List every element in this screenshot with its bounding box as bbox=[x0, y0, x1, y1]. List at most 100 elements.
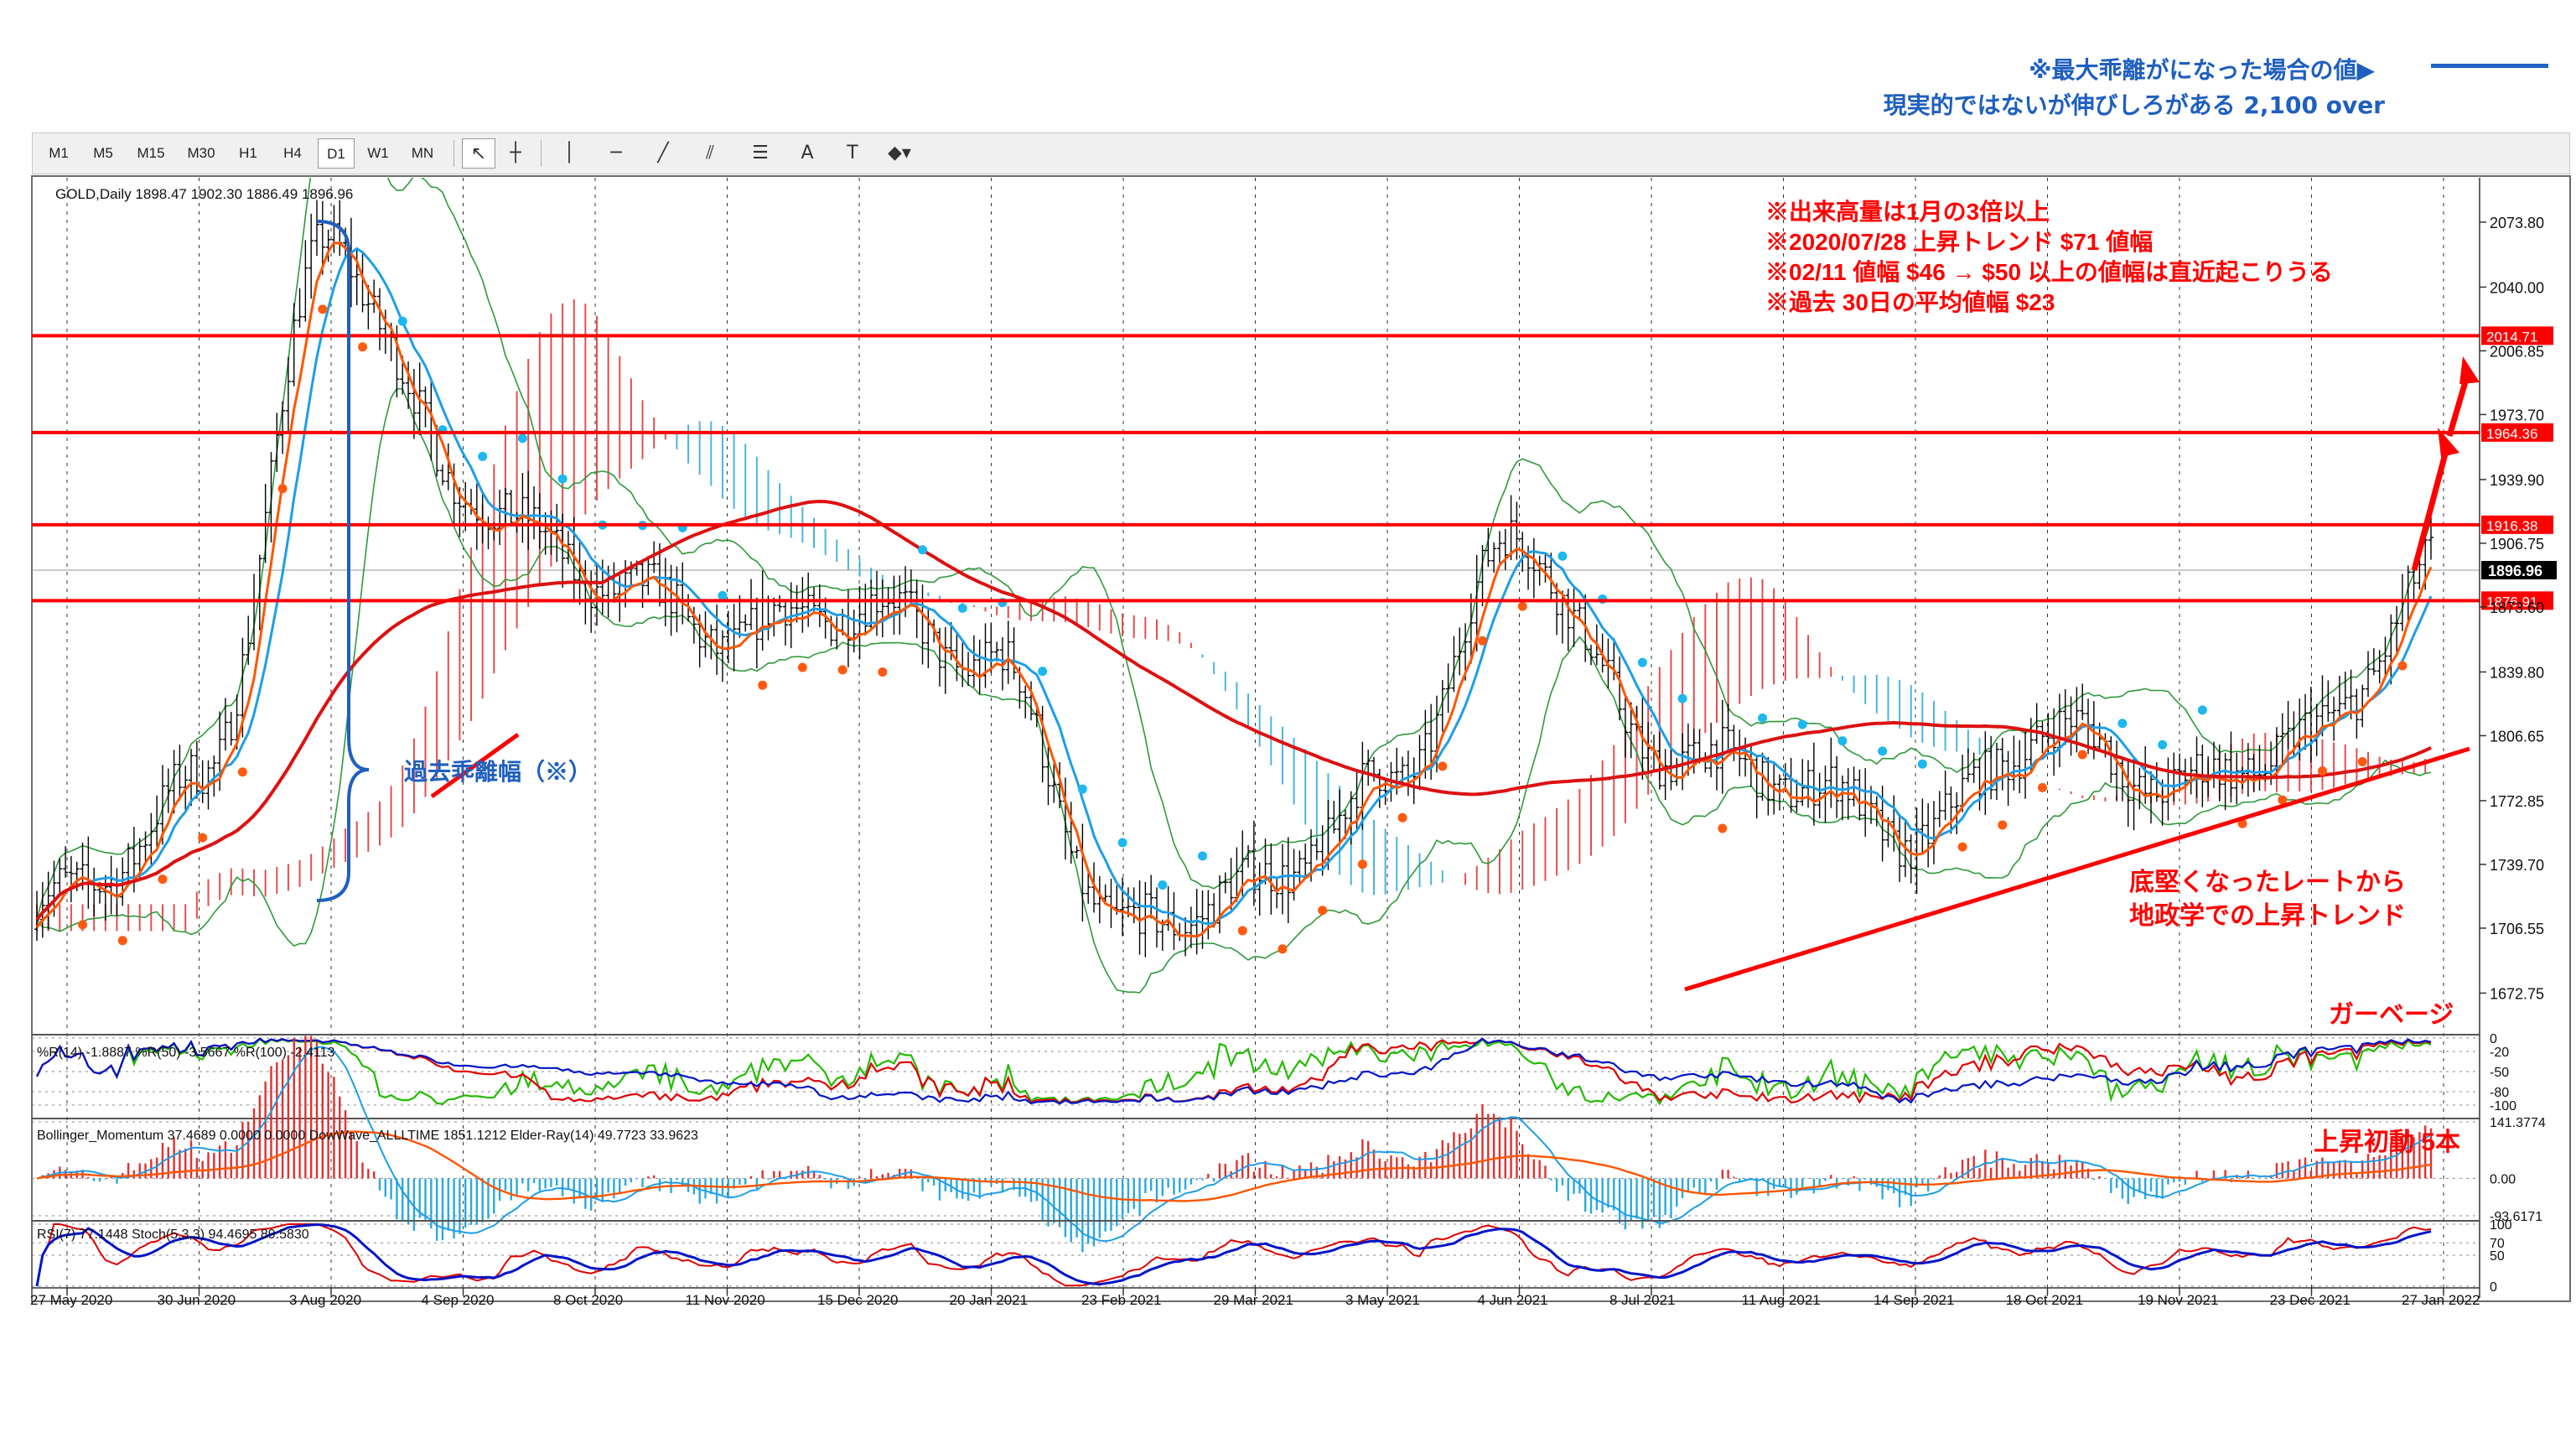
psar-dot-orange bbox=[758, 680, 768, 690]
psar-dot-orange bbox=[1998, 820, 2008, 830]
momentum-dow-wave bbox=[36, 1130, 2432, 1202]
legend-line-blue bbox=[2431, 64, 2548, 68]
candlesticks bbox=[34, 200, 2433, 958]
price-tick-label: 1873.60 bbox=[2490, 600, 2544, 616]
psar-dot-orange bbox=[2317, 766, 2327, 776]
psar-dot-orange bbox=[2397, 661, 2408, 671]
psar-dot-orange bbox=[2077, 750, 2087, 760]
timeframe-mn[interactable]: MN bbox=[411, 145, 434, 161]
rise-start-label: 上昇初動 5本 bbox=[2314, 1129, 2460, 1156]
date-tick-label: 3 Aug 2020 bbox=[289, 1292, 361, 1308]
psar-dot-blue bbox=[438, 425, 448, 435]
psar-dot-orange bbox=[358, 342, 368, 352]
timeframe-w1[interactable]: W1 bbox=[367, 145, 389, 161]
psar-dot-orange bbox=[1957, 842, 1967, 852]
wpr-line-100 bbox=[36, 1037, 2432, 1105]
ichimoku-cloud bbox=[36, 299, 2427, 932]
psar-dot-blue bbox=[638, 521, 648, 531]
garbage-label: ガーベージ bbox=[2329, 1001, 2454, 1029]
wpr-header: %R(14) -1.8887 %R(50) -3.5667 %R(100) -2… bbox=[37, 1046, 335, 1060]
psar-dot-blue bbox=[2197, 705, 2207, 715]
note-volume: ※出来高量は1月の3倍以上 bbox=[1765, 198, 2050, 225]
psar-dot-orange bbox=[1237, 926, 1247, 936]
panel-tick-label: -20 bbox=[2490, 1046, 2509, 1060]
psar-dot-blue bbox=[1878, 746, 1888, 756]
price-tick-label: 2073.80 bbox=[2490, 215, 2544, 231]
horizontal-line-icon[interactable]: ─ bbox=[610, 143, 622, 164]
timeframe-h1[interactable]: H1 bbox=[239, 145, 257, 161]
stoch-line bbox=[35, 1222, 2432, 1287]
psar-dot-blue bbox=[1758, 713, 1768, 723]
trend-segment bbox=[430, 732, 520, 799]
ma-fast-blue bbox=[35, 247, 2433, 926]
panel-tick-label: -50 bbox=[2490, 1066, 2509, 1080]
panel-tick-label: -80 bbox=[2490, 1086, 2509, 1100]
max-deviation-note: ※最大乖離がになった場合の値▶ bbox=[2029, 56, 2375, 84]
upside-note: 現実的ではないが伸びしろがある 2,100 over bbox=[1883, 91, 2385, 119]
rsi-line bbox=[36, 1223, 2432, 1287]
shapes-dropdown-icon[interactable]: ◆▾ bbox=[888, 143, 911, 164]
psar-dot-blue bbox=[1677, 693, 1687, 703]
timeframe-m1[interactable]: M1 bbox=[49, 145, 69, 161]
note-range-0211: ※02/11 値幅 $46 → $50 以上の値幅は直近起こりうる bbox=[1765, 259, 2333, 285]
price-axis: 2073.80 2040.00 2006.85 1973.70 1939.90 1906.… bbox=[2479, 178, 2557, 1298]
note-avg-range: ※過去 30日の平均値幅 $23 bbox=[1765, 289, 2055, 315]
toolbar-separator bbox=[541, 140, 542, 167]
deviation-bracket bbox=[316, 220, 370, 902]
panel-tick-label: -100 bbox=[2490, 1099, 2516, 1113]
psar-dot-blue bbox=[1038, 667, 1048, 677]
trendline-icon[interactable]: ╱ bbox=[657, 143, 669, 164]
date-tick-label: 20 Jan 2021 bbox=[950, 1292, 1029, 1308]
timeframe-d1[interactable]: D1 bbox=[318, 138, 355, 169]
psar-dot-orange bbox=[318, 304, 328, 314]
psar-dot-blue bbox=[557, 474, 568, 484]
trend-note-2: 地政学での上昇トレンド bbox=[2129, 901, 2406, 930]
psar-dot-blue bbox=[718, 590, 728, 600]
panel-tick-label: 100 bbox=[2490, 1218, 2512, 1233]
chart-grid bbox=[32, 178, 2480, 1298]
vertical-line-icon[interactable]: │ bbox=[563, 143, 575, 164]
momentum-header: Bollinger_Momentum 37.4689 0.0000 0.0000… bbox=[37, 1129, 698, 1143]
timeframe-h4[interactable]: H4 bbox=[283, 145, 302, 161]
wpr-line-14 bbox=[36, 1037, 2432, 1106]
level-tag-text-0: 2014.71 bbox=[2486, 329, 2537, 345]
psar-dot-blue bbox=[1837, 736, 1848, 746]
trend-note-1: 底堅くなったレートから bbox=[2129, 869, 2406, 896]
level-tag-0 bbox=[2481, 326, 2553, 345]
timeframe-m5[interactable]: M5 bbox=[93, 145, 113, 161]
panel-tick-label: 0.00 bbox=[2490, 1172, 2516, 1186]
date-tick-label: 11 Nov 2020 bbox=[686, 1292, 765, 1308]
fibonacci-icon[interactable]: ☰ bbox=[752, 143, 769, 164]
psar-dot-blue bbox=[2158, 740, 2168, 750]
timeframe-m15[interactable]: M15 bbox=[137, 145, 165, 161]
psar-dot-blue bbox=[397, 316, 407, 326]
text-label-icon[interactable]: T bbox=[847, 143, 858, 164]
timeframe-m30[interactable]: M30 bbox=[187, 145, 215, 161]
arrow-up-1 bbox=[2411, 444, 2451, 571]
psar-dot-orange bbox=[1478, 636, 1488, 646]
text-icon[interactable]: A bbox=[801, 143, 814, 164]
bollinger-upper bbox=[36, 178, 2432, 920]
past-deviation-label: 過去乖離幅（※） bbox=[404, 758, 592, 785]
cursor-arrow-icon[interactable]: ↖ bbox=[462, 138, 495, 169]
price-tick-label: 1706.55 bbox=[2490, 921, 2544, 937]
date-tick-label: 29 Mar 2021 bbox=[1214, 1292, 1293, 1308]
crosshair-icon[interactable]: ┼ bbox=[510, 143, 521, 164]
level-tag-text-1: 1964.36 bbox=[2486, 426, 2537, 442]
psar-dot-orange bbox=[837, 665, 847, 675]
panel-tick-label: 0 bbox=[2490, 1280, 2497, 1295]
date-tick-label: 18 Oct 2021 bbox=[2006, 1292, 2084, 1308]
psar-dot-blue bbox=[598, 520, 608, 530]
price-tick-label: 1839.80 bbox=[2490, 664, 2544, 681]
psar-dot-blue bbox=[517, 433, 527, 444]
psar-dot-orange bbox=[2278, 795, 2288, 805]
psar-dot-blue bbox=[1158, 880, 1168, 890]
channel-icon[interactable]: ⫽ bbox=[706, 143, 714, 164]
psar-dot-orange bbox=[797, 662, 807, 672]
psar-dot-blue bbox=[1598, 594, 1608, 604]
psar-dot-blue bbox=[998, 598, 1008, 608]
psar-dot-blue bbox=[1637, 657, 1647, 667]
price-tick-label: 1739.70 bbox=[2490, 857, 2544, 874]
psar-dot-orange bbox=[1517, 601, 1527, 611]
